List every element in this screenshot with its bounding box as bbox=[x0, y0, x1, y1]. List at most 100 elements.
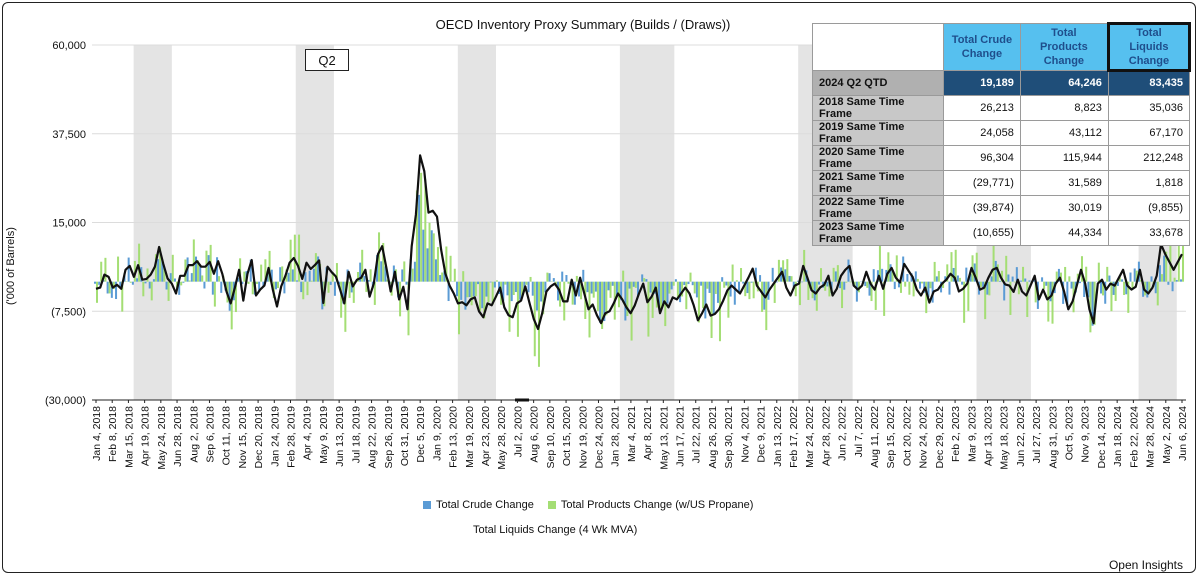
bar-products bbox=[832, 267, 835, 282]
bar-crude bbox=[994, 260, 997, 282]
bar-products bbox=[643, 278, 646, 282]
bar-crude bbox=[969, 274, 972, 282]
cell-products: 64,246 bbox=[1019, 70, 1109, 96]
bar-crude bbox=[1049, 281, 1052, 302]
bar-products bbox=[138, 243, 141, 282]
bar-products bbox=[356, 271, 359, 282]
bar-products bbox=[676, 281, 679, 299]
bar-crude bbox=[460, 281, 463, 300]
cell-products: 31,589 bbox=[1019, 169, 1109, 196]
header-liquids: Total Liquids Change bbox=[1106, 22, 1192, 72]
bar-crude bbox=[220, 281, 223, 293]
bar-crude bbox=[944, 276, 947, 282]
bar-crude bbox=[965, 267, 968, 282]
bar-products bbox=[933, 261, 936, 282]
bar-products bbox=[234, 281, 237, 313]
bar-crude bbox=[384, 266, 387, 282]
header-crude: Total Crude Change bbox=[943, 23, 1021, 71]
bar-crude bbox=[615, 281, 618, 298]
bar-crude bbox=[784, 269, 787, 282]
bar-crude bbox=[93, 281, 96, 284]
bar-products bbox=[815, 281, 818, 311]
cell-crude: 24,058 bbox=[943, 119, 1021, 146]
bar-products bbox=[386, 279, 389, 282]
legend-label-crude: Total Crude Change bbox=[436, 499, 534, 511]
x-tick-label: Aug 26, 2021 bbox=[707, 406, 719, 469]
bar-products bbox=[925, 281, 928, 314]
bar-crude bbox=[127, 257, 130, 282]
bar-crude bbox=[98, 281, 101, 285]
bar-products bbox=[1160, 274, 1163, 282]
row-label: 2020 Same Time Frame bbox=[812, 144, 944, 171]
bar-crude bbox=[519, 281, 522, 300]
bar-products bbox=[954, 249, 957, 282]
bar-crude bbox=[855, 281, 858, 302]
bar-products bbox=[277, 281, 280, 289]
bar-crude bbox=[1083, 281, 1086, 297]
bar-products bbox=[849, 281, 852, 283]
bar-products bbox=[718, 281, 721, 342]
bar-crude bbox=[1024, 278, 1027, 282]
bar-products bbox=[201, 275, 204, 282]
bar-crude bbox=[531, 281, 534, 296]
bar-crude bbox=[687, 281, 690, 285]
bar-products bbox=[609, 281, 612, 298]
bar-products bbox=[1034, 281, 1037, 303]
bar-crude bbox=[418, 194, 421, 282]
bar-crude bbox=[115, 281, 118, 300]
bar-products bbox=[314, 253, 317, 282]
bar-crude bbox=[683, 281, 686, 286]
bar-crude bbox=[674, 279, 677, 282]
x-tick-label: Apr 13, 2023 bbox=[982, 406, 994, 466]
table-row: 2019 Same Time Frame 24,058 43,112 67,17… bbox=[812, 119, 1191, 146]
bar-crude bbox=[565, 275, 568, 282]
table-row: 2021 Same Time Frame (29,771) 31,589 1,8… bbox=[812, 169, 1191, 196]
bar-crude bbox=[279, 267, 282, 282]
bar-crude bbox=[131, 281, 134, 285]
bar-crude bbox=[759, 275, 762, 282]
bar-crude bbox=[350, 281, 353, 293]
bar-products bbox=[171, 254, 174, 282]
bar-products bbox=[765, 281, 768, 331]
x-tick-label: Oct 31, 2019 bbox=[399, 406, 411, 466]
bar-crude bbox=[725, 281, 728, 286]
bar-crude bbox=[1121, 279, 1124, 282]
bar-products bbox=[975, 252, 978, 282]
header-products: Total Products Change bbox=[1019, 23, 1109, 71]
bar-products bbox=[748, 281, 751, 300]
bar-products bbox=[824, 281, 827, 291]
bar-crude bbox=[439, 275, 442, 282]
bar-products bbox=[348, 281, 351, 298]
bar-products bbox=[963, 281, 966, 323]
bar-crude bbox=[700, 281, 703, 286]
bar-products bbox=[462, 271, 465, 282]
bar-products bbox=[331, 271, 334, 282]
bar-products bbox=[622, 270, 625, 282]
x-tick-label: Feb 22, 2024 bbox=[1128, 406, 1140, 468]
bar-crude bbox=[329, 281, 332, 285]
bar-crude bbox=[603, 281, 606, 322]
x-tick-label: Apr 23, 2020 bbox=[480, 406, 492, 466]
bar-crude bbox=[216, 257, 219, 282]
x-tick-label: Sep 10, 2020 bbox=[545, 406, 557, 469]
bar-crude bbox=[430, 230, 433, 282]
bar-crude bbox=[485, 281, 488, 297]
bar-crude bbox=[843, 281, 846, 290]
bar-crude bbox=[380, 261, 383, 282]
bar-crude bbox=[1070, 281, 1073, 289]
bar-crude bbox=[910, 273, 913, 282]
bar-crude bbox=[927, 281, 930, 297]
bar-products bbox=[1064, 266, 1067, 282]
y-tick-label: 15,000 bbox=[52, 218, 86, 230]
legend-item-crude: Total Crude Change bbox=[423, 499, 534, 511]
bar-products bbox=[908, 281, 911, 295]
bar-products bbox=[761, 281, 764, 312]
summary-table: Total Crude Change Total Products Change… bbox=[812, 22, 1192, 246]
bar-crude bbox=[535, 281, 538, 311]
bar-crude bbox=[1062, 281, 1065, 304]
bar-crude bbox=[468, 281, 471, 298]
bar-crude bbox=[447, 281, 450, 302]
table-row: 2020 Same Time Frame 96,304 115,944 212,… bbox=[812, 144, 1191, 171]
x-tick-label: May 18, 2023 bbox=[999, 406, 1011, 470]
bar-crude bbox=[1179, 279, 1182, 282]
